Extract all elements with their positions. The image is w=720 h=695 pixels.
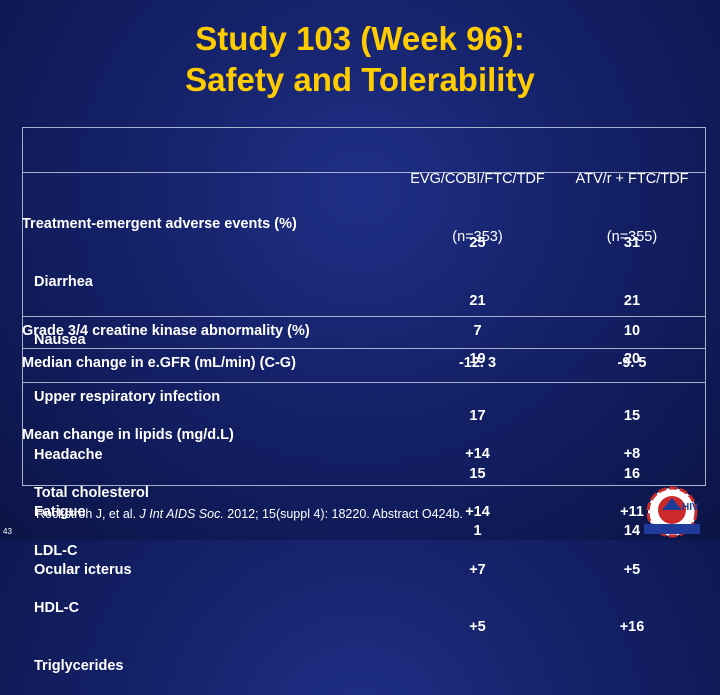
creatine-kinase-atv: 10 [623, 323, 641, 339]
egfr-evg: -12. 3 [458, 355, 497, 371]
lipids-evg-values: +14 +14 +7 +5 [465, 446, 490, 636]
creatine-kinase-evg: 7 [473, 323, 482, 339]
citation: Rockstroh J, et al. J Int AIDS Soc. 2012… [36, 507, 463, 521]
table-rule-3 [22, 382, 706, 383]
lipids-labels: Mean change in lipids (mg/d.L) Total cho… [22, 427, 234, 674]
table-left-border [22, 127, 23, 485]
adverse-events-evg-values: 25 21 19 17 15 1 [469, 235, 486, 540]
egfr-label: Median change in e.GFR (mL/min) (C-G) [22, 355, 296, 371]
page-number: 43 [3, 527, 12, 536]
table-rule-1 [22, 316, 706, 317]
table-rule-2 [22, 348, 706, 349]
table-top-rule [22, 127, 706, 128]
creatine-kinase-label: Grade 3/4 creatine kinase abnormality (%… [22, 323, 310, 339]
slide-title-line2: Safety and Tolerability [185, 61, 535, 98]
table-header-rule [22, 172, 706, 173]
slide-title-line1: Study 103 (Week 96): [195, 20, 525, 57]
table-bottom-rule [22, 485, 706, 486]
column-header-evg: EVG/COBI/FTC/TDF (n=353) [410, 171, 545, 246]
table-right-border [705, 127, 706, 485]
column-header-atv: ATV/r + FTC/TDF (n=355) [575, 171, 689, 246]
adverse-events-atv-values: 31 21 20 15 16 14 [623, 235, 641, 540]
clinical-care-options-logo-icon: HIV [624, 480, 720, 540]
egfr-atv: -9. 5 [617, 355, 647, 371]
